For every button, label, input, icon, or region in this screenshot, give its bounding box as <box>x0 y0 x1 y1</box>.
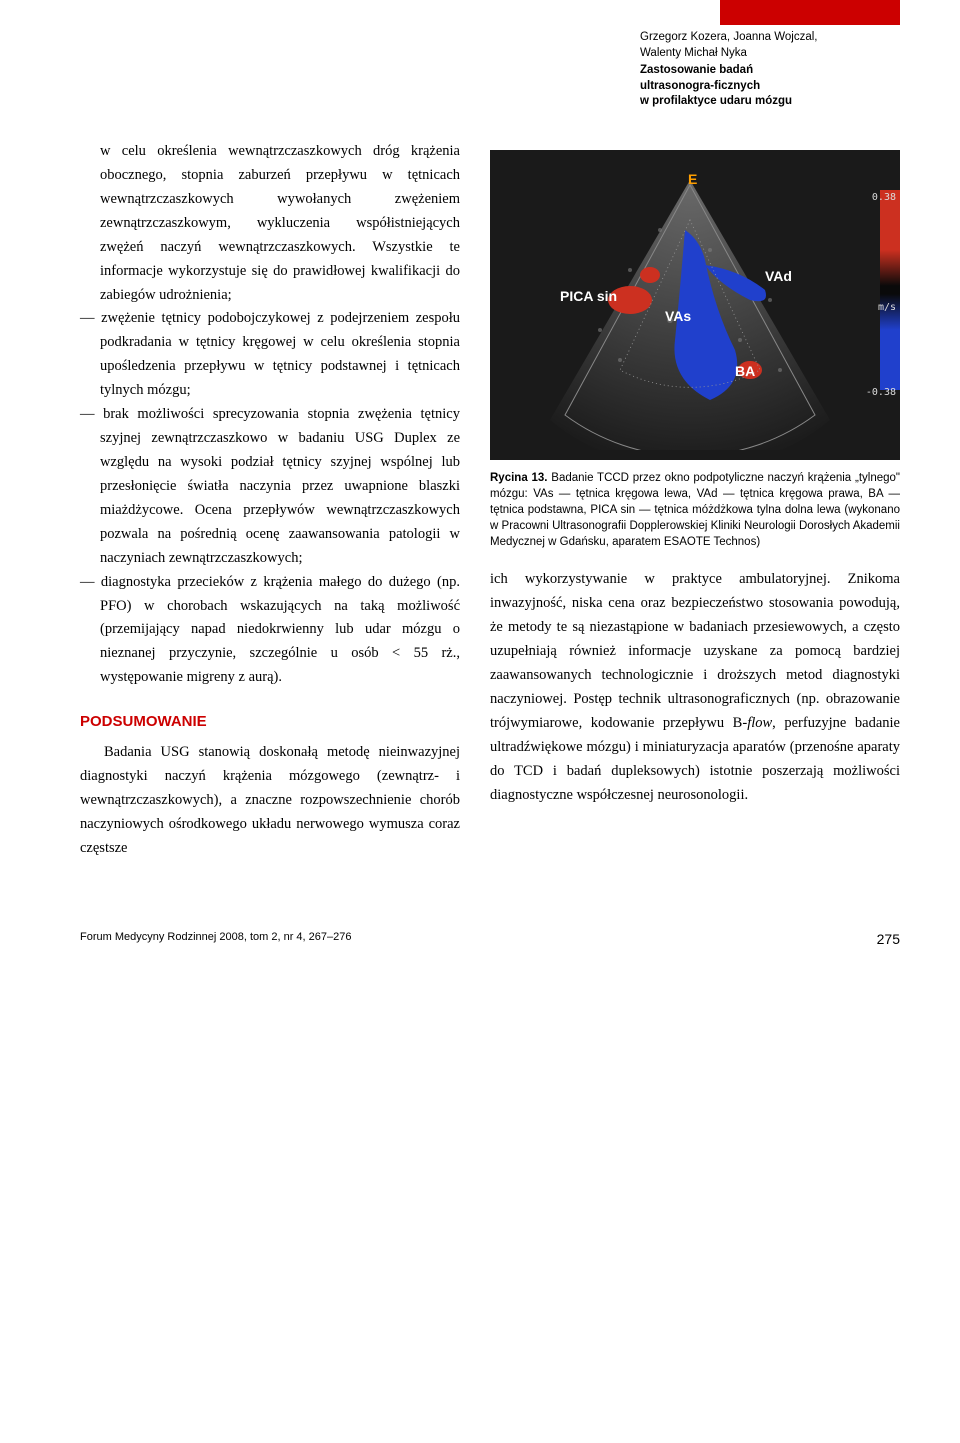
footer-citation: Forum Medycyny Rodzinnej 2008, tom 2, nr… <box>80 931 351 947</box>
caption-text: Badanie TCCD przez okno podpotyliczne na… <box>490 472 900 548</box>
scale-unit: m/s <box>878 300 896 317</box>
doppler-scale-icon <box>880 190 900 390</box>
ultrasound-label-vas: VAs <box>665 305 691 328</box>
right-column: E PICA sin VAs VAd BA 0.38 m/s -0.38 Ryc… <box>490 140 900 861</box>
page-number: 275 <box>877 931 900 947</box>
list-item: — diagnostyka przecieków z krążenia małe… <box>80 571 460 691</box>
ultrasound-label-vad: VAd <box>765 265 792 288</box>
main-content: w celu określenia wewnątrzczaszkowych dr… <box>0 120 960 901</box>
body-paragraph: ich wykorzystywanie w praktyce ambulator… <box>490 568 900 807</box>
header-accent-bar <box>720 0 900 25</box>
ultrasound-label-ba: BA <box>735 360 755 383</box>
running-head: Grzegorz Kozera, Joanna Wojczal, Walenty… <box>640 30 900 110</box>
caption-label: Rycina 13. <box>490 472 547 484</box>
body-paragraph: w celu określenia wewnątrzczaszkowych dr… <box>80 140 460 307</box>
header-authors: Grzegorz Kozera, Joanna Wojczal, Walenty… <box>640 30 900 61</box>
scale-value-bottom: -0.38 <box>866 385 896 402</box>
header-title: Zastosowanie badań ultrasonogra-ficznych… <box>640 63 900 110</box>
scale-value-top: 0.38 <box>872 190 896 207</box>
list-item: — zwężenie tętnicy podobojczykowej z pod… <box>80 307 460 403</box>
ultrasound-label-e: E <box>688 168 697 191</box>
page-header: Grzegorz Kozera, Joanna Wojczal, Walenty… <box>0 0 960 120</box>
body-paragraph: Badania USG stanowią doskonałą metodę ni… <box>80 741 460 861</box>
page-footer: Forum Medycyny Rodzinnej 2008, tom 2, nr… <box>0 901 960 977</box>
ultrasound-image: E PICA sin VAs VAd BA 0.38 m/s -0.38 <box>490 150 900 460</box>
figure-caption: Rycina 13. Badanie TCCD przez okno podpo… <box>490 470 900 550</box>
list-item: — brak możliwości sprecyzowania stopnia … <box>80 403 460 570</box>
left-column: w celu określenia wewnątrzczaszkowych dr… <box>80 140 460 861</box>
ultrasound-label-pica: PICA sin <box>560 285 617 308</box>
figure-13: E PICA sin VAs VAd BA 0.38 m/s -0.38 Ryc… <box>490 150 900 550</box>
section-heading: PODSUMOWANIE <box>80 710 460 735</box>
